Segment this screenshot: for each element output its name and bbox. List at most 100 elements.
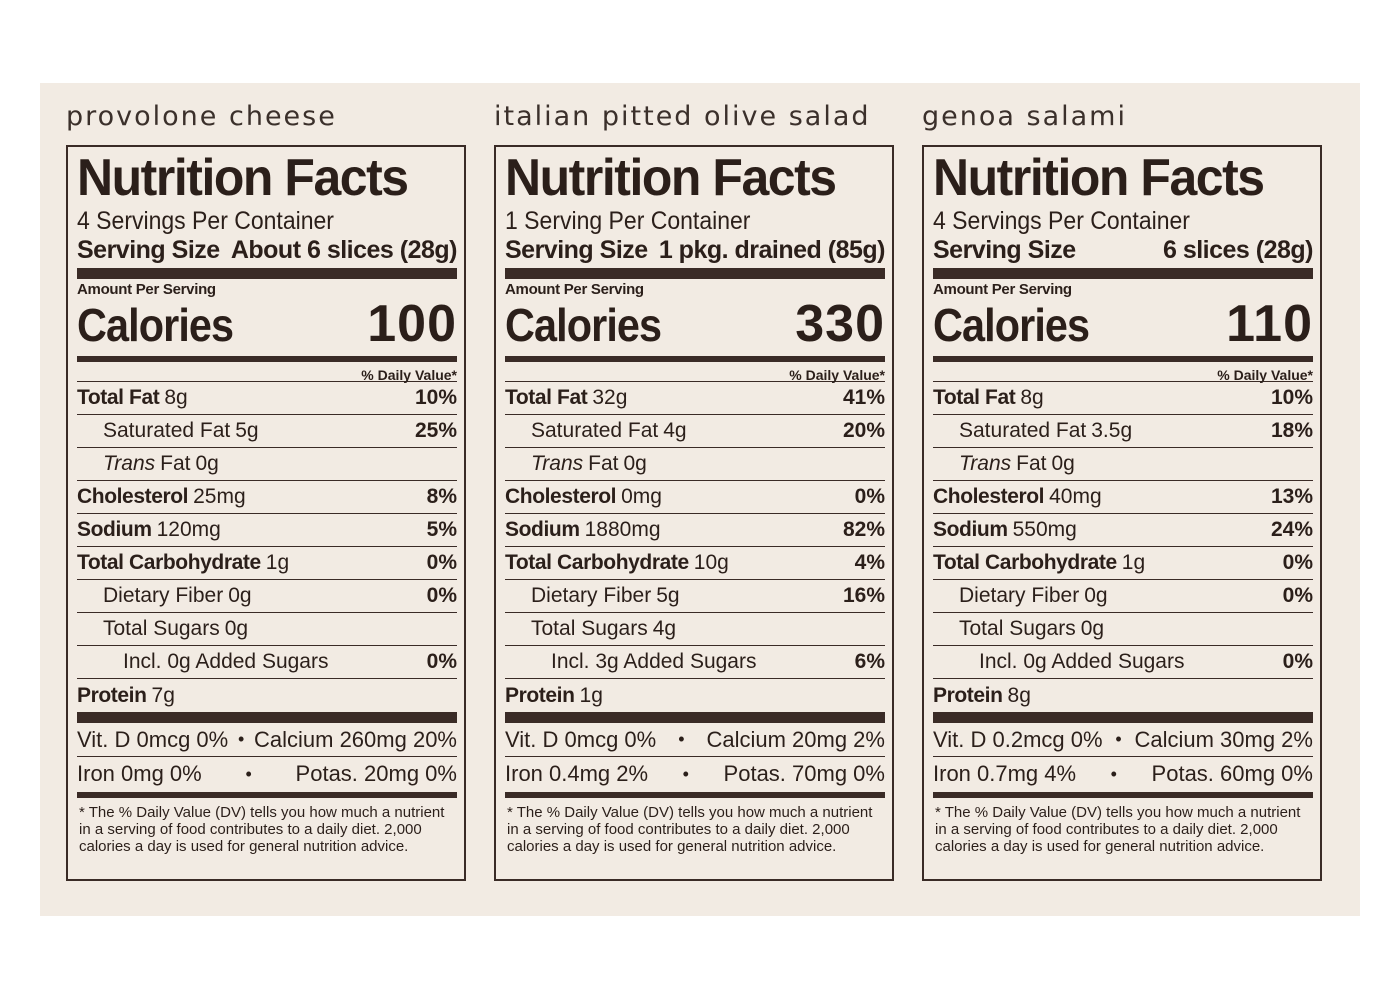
nutrient-daily-value: 0% xyxy=(1282,650,1313,673)
nutrient-daily-value: 18% xyxy=(1270,419,1313,442)
amount-per-serving: Amount Per Serving xyxy=(77,281,216,298)
serving-size-row: Serving Size 1 pkg. drained (85g) xyxy=(505,235,886,265)
nutrient-label: Total Carbohydrate 1g xyxy=(77,551,289,575)
nutrient-name-italic: Trans xyxy=(103,452,156,475)
vitamin-left: Vit. D 0.2mcg 0% xyxy=(933,726,1103,752)
nutrient-amount: 1880mg xyxy=(584,518,661,541)
bullet-separator: • xyxy=(237,729,245,749)
nutrient-row: Incl. 0g Added Sugars 0% xyxy=(933,646,1313,679)
nutrient-list: Total Fat 8g 10% Saturated Fat 3.5g 18% Trans F… xyxy=(933,382,1313,712)
nutrient-daily-value: 25% xyxy=(414,419,457,442)
nutrient-label: Total Fat 8g xyxy=(933,386,1044,410)
vitamin-left: Iron 0.4mg 2% xyxy=(505,761,649,786)
amount-per-serving: Amount Per Serving xyxy=(933,281,1072,298)
calories-label: Calories xyxy=(77,299,234,351)
nutrient-name-italic: Trans xyxy=(959,452,1012,475)
vitamin-row: Iron 0.4mg 2% • Potas. 70mg 0% xyxy=(505,757,885,791)
servings-per-container: 4 Servings Per Container xyxy=(77,207,334,235)
nutrition-facts-title: Nutrition Facts xyxy=(933,149,1265,207)
bullet-separator: • xyxy=(245,763,252,784)
nutrient-amount: 0g xyxy=(228,584,252,607)
nutrient-list: Total Fat 32g 41% Saturated Fat 4g 20% Trans Fa… xyxy=(505,382,885,712)
nutrient-row: Total Fat 8g 10% xyxy=(77,382,457,415)
nutrient-row: Incl. 3g Added Sugars 6% xyxy=(505,646,885,679)
nutrient-amount: 4g xyxy=(652,617,677,640)
vitamin-left: Vit. D 0mcg 0% xyxy=(77,726,229,752)
nutrient-amount: 0g xyxy=(224,617,249,640)
vitamin-row: Vit. D 0.2mcg 0% • Calcium 30mg 2% xyxy=(933,723,1313,757)
calories-row: Calories 110 xyxy=(933,298,1313,356)
daily-value-footnote: * The % Daily Value (DV) tells you how m… xyxy=(79,804,445,855)
nutrient-name: Total Fat xyxy=(933,386,1016,409)
bullet-separator: • xyxy=(1115,729,1122,749)
nutrient-name: Total Carbohydrate xyxy=(933,551,1117,574)
nutrient-amount: 120mg xyxy=(156,518,221,541)
serving-size-label: Serving Size xyxy=(933,236,1076,264)
nutrient-daily-value: 0% xyxy=(426,584,457,607)
vitamin-right: Potas. 60mg 0% xyxy=(1151,761,1313,786)
nutrient-label: Saturated Fat 5g xyxy=(77,419,259,443)
servings-per-container: 1 Serving Per Container xyxy=(505,207,751,235)
calories-label: Calories xyxy=(933,299,1090,351)
nutrient-name: Cholesterol xyxy=(933,485,1045,508)
nutrient-name: Sodium xyxy=(933,518,1008,541)
vitamin-left: Iron 0.7mg 4% xyxy=(933,761,1077,786)
nutrient-amount: 0g xyxy=(1084,584,1108,607)
nutrient-label: Cholesterol 0mg xyxy=(505,485,662,509)
serving-size-label: Serving Size xyxy=(505,236,648,264)
nutrient-label: Incl. 0g Added Sugars xyxy=(77,650,328,674)
serving-size-value: 1 pkg. drained (85g) xyxy=(658,236,886,264)
nutrient-daily-value: 6% xyxy=(854,650,885,673)
nutrient-daily-value: 4% xyxy=(854,551,885,574)
nutrient-label: Total Fat 32g xyxy=(505,386,627,410)
calories-value: 330 xyxy=(795,295,885,353)
nutrient-name: Total Fat xyxy=(77,386,160,409)
nutrition-facts-label: Nutrition Facts 1 Serving Per Container … xyxy=(494,145,894,881)
nutrient-amount: 4g xyxy=(663,419,687,442)
nutrient-row: Cholesterol 25mg 8% xyxy=(77,481,457,514)
nutrient-label: Dietary Fiber 0g xyxy=(933,584,1108,608)
nutrient-label: Total Sugars 0g xyxy=(933,617,1104,641)
nutrient-label: Total Carbohydrate 10g xyxy=(505,551,729,575)
nutrient-row: Saturated Fat 5g 25% xyxy=(77,415,457,448)
nutrient-row: Saturated Fat 3.5g 18% xyxy=(933,415,1313,448)
nutrient-list: Total Fat 8g 10% Saturated Fat 5g 25% Trans Fat… xyxy=(77,382,457,712)
calories-label: Calories xyxy=(505,299,662,351)
nutrient-row: Dietary Fiber 5g 16% xyxy=(505,580,885,613)
nutrient-name: Dietary Fiber xyxy=(959,584,1080,607)
nutrient-row: Sodium 120mg 5% xyxy=(77,514,457,547)
nutrient-row: Total Sugars 0g xyxy=(77,613,457,646)
nutrient-label: Protein 1g xyxy=(505,684,603,708)
nutrient-name: Sodium xyxy=(77,518,152,541)
calories-row: Calories 330 xyxy=(505,298,885,356)
nutrient-label: Total Carbohydrate 1g xyxy=(933,551,1145,575)
nutrient-row: Total Fat 8g 10% xyxy=(933,382,1313,415)
nutrient-name: Total Fat xyxy=(505,386,588,409)
nutrient-name: Fat xyxy=(1016,452,1047,475)
nutrient-amount: 0g xyxy=(623,452,647,475)
nutrient-name: Fat xyxy=(588,452,619,475)
nutrient-name: Total Carbohydrate xyxy=(505,551,689,574)
product-name: provolone cheese xyxy=(66,101,337,132)
nutrient-daily-value: 0% xyxy=(426,551,457,574)
nutrient-label: Sodium 1880mg xyxy=(505,518,661,542)
daily-value-footnote: * The % Daily Value (DV) tells you how m… xyxy=(935,804,1301,855)
nutrient-amount: 1g xyxy=(265,551,290,574)
nutrient-amount: 3.5g xyxy=(1091,419,1133,442)
nutrition-facts-title: Nutrition Facts xyxy=(505,149,837,207)
nutrient-row: Protein 8g xyxy=(933,679,1313,712)
nutrient-name: Incl. 3g Added Sugars xyxy=(551,650,757,673)
nutrient-label: Protein 7g xyxy=(77,684,175,708)
nutrient-row: Protein 7g xyxy=(77,679,457,712)
nutrient-row: Trans Fat 0g xyxy=(933,448,1313,481)
nutrient-row: Total Carbohydrate 1g 0% xyxy=(77,547,457,580)
nutrient-amount: 8g xyxy=(1020,386,1044,409)
medium-divider xyxy=(77,356,457,362)
nutrient-row: Dietary Fiber 0g 0% xyxy=(77,580,457,613)
nutrient-label: Saturated Fat 3.5g xyxy=(933,419,1132,443)
nutrient-name: Incl. 0g Added Sugars xyxy=(123,650,329,673)
vitamin-row: Vit. D 0mcg 0% • Calcium 20mg 2% xyxy=(505,723,885,757)
medium-divider xyxy=(505,792,885,798)
thick-divider xyxy=(933,712,1313,723)
nutrient-amount: 0g xyxy=(195,452,219,475)
